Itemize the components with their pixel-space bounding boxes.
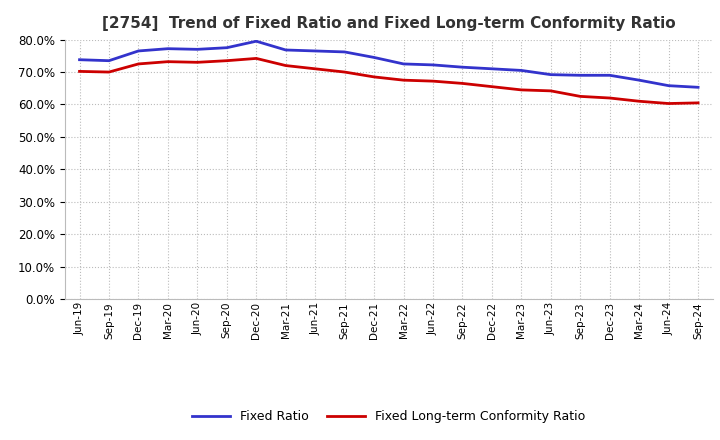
Fixed Ratio xyxy=(252,39,261,44)
Fixed Long-term Conformity Ratio xyxy=(341,70,349,75)
Fixed Long-term Conformity Ratio xyxy=(311,66,320,71)
Fixed Ratio xyxy=(694,84,703,90)
Fixed Long-term Conformity Ratio xyxy=(458,81,467,86)
Fixed Long-term Conformity Ratio xyxy=(694,100,703,106)
Fixed Long-term Conformity Ratio xyxy=(665,101,673,106)
Fixed Ratio xyxy=(576,73,585,78)
Line: Fixed Ratio: Fixed Ratio xyxy=(79,41,698,87)
Fixed Long-term Conformity Ratio xyxy=(635,99,644,104)
Fixed Ratio xyxy=(458,65,467,70)
Fixed Ratio xyxy=(134,48,143,54)
Fixed Ratio xyxy=(517,68,526,73)
Title: [2754]  Trend of Fixed Ratio and Fixed Long-term Conformity Ratio: [2754] Trend of Fixed Ratio and Fixed Lo… xyxy=(102,16,675,32)
Fixed Long-term Conformity Ratio xyxy=(222,58,231,63)
Fixed Long-term Conformity Ratio xyxy=(252,56,261,61)
Fixed Ratio xyxy=(104,58,113,63)
Legend: Fixed Ratio, Fixed Long-term Conformity Ratio: Fixed Ratio, Fixed Long-term Conformity … xyxy=(187,405,590,428)
Fixed Ratio xyxy=(606,73,614,78)
Fixed Long-term Conformity Ratio xyxy=(428,78,437,84)
Fixed Long-term Conformity Ratio xyxy=(282,63,290,68)
Fixed Ratio xyxy=(222,45,231,50)
Fixed Long-term Conformity Ratio xyxy=(370,74,379,80)
Fixed Ratio xyxy=(665,83,673,88)
Fixed Ratio xyxy=(370,55,379,60)
Fixed Long-term Conformity Ratio xyxy=(487,84,496,89)
Fixed Ratio xyxy=(487,66,496,71)
Fixed Ratio xyxy=(282,48,290,53)
Line: Fixed Long-term Conformity Ratio: Fixed Long-term Conformity Ratio xyxy=(79,59,698,103)
Fixed Ratio xyxy=(428,62,437,68)
Fixed Ratio xyxy=(341,49,349,55)
Fixed Ratio xyxy=(163,46,172,51)
Fixed Long-term Conformity Ratio xyxy=(546,88,555,94)
Fixed Ratio xyxy=(635,77,644,83)
Fixed Ratio xyxy=(399,61,408,66)
Fixed Ratio xyxy=(546,72,555,77)
Fixed Long-term Conformity Ratio xyxy=(399,77,408,83)
Fixed Long-term Conformity Ratio xyxy=(75,69,84,74)
Fixed Long-term Conformity Ratio xyxy=(193,60,202,65)
Fixed Ratio xyxy=(311,48,320,54)
Fixed Long-term Conformity Ratio xyxy=(104,70,113,75)
Fixed Long-term Conformity Ratio xyxy=(606,95,614,101)
Fixed Ratio xyxy=(75,57,84,62)
Fixed Long-term Conformity Ratio xyxy=(163,59,172,64)
Fixed Long-term Conformity Ratio xyxy=(576,94,585,99)
Fixed Ratio xyxy=(193,47,202,52)
Fixed Long-term Conformity Ratio xyxy=(134,61,143,66)
Fixed Long-term Conformity Ratio xyxy=(517,87,526,92)
